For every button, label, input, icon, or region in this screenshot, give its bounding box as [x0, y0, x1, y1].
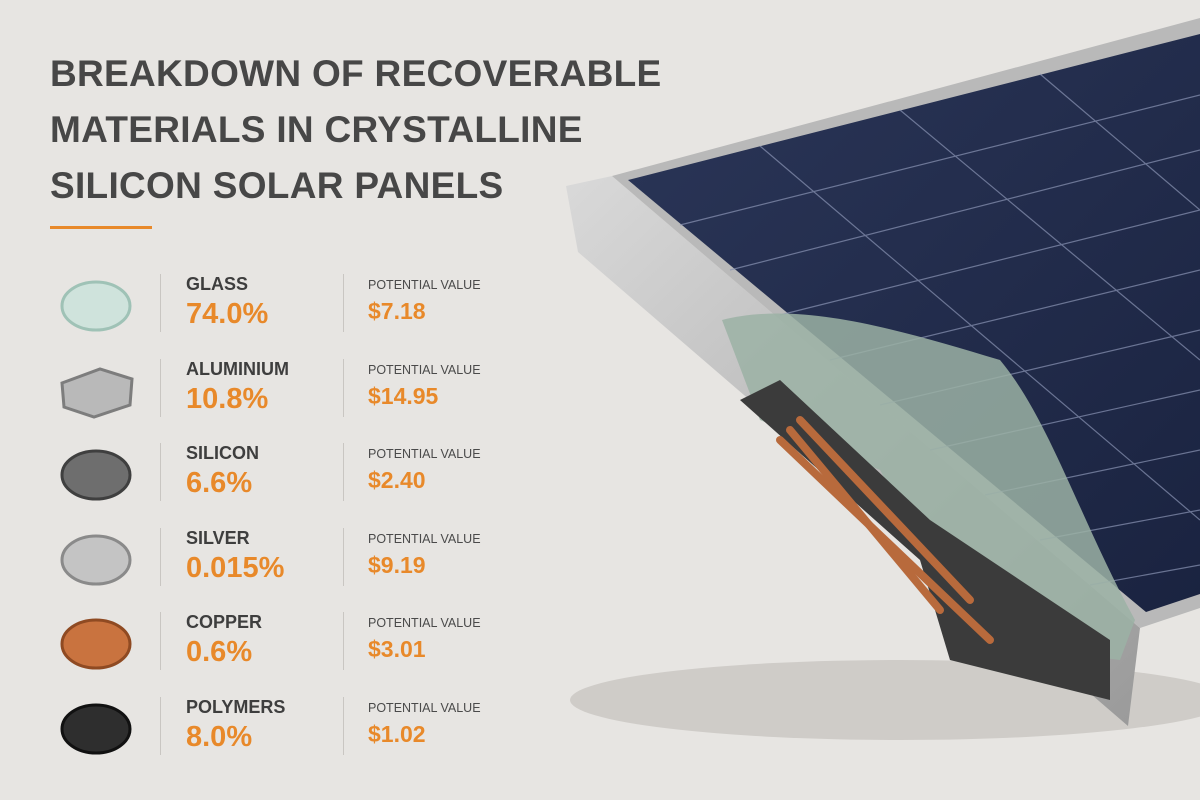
- potential-value: $9.19: [368, 551, 426, 578]
- value-label: POTENTIAL VALUE: [368, 447, 481, 461]
- material-name: ALUMINIUM: [186, 358, 289, 379]
- material-icon: [60, 618, 132, 670]
- value-label: POTENTIAL VALUE: [368, 616, 481, 630]
- material-row: GLASS 74.0% POTENTIAL VALUE $7.18: [0, 272, 560, 356]
- icon-shape: [60, 366, 134, 419]
- icon-shape: [60, 449, 132, 501]
- icon-shape: [60, 703, 132, 754]
- material-icon: [60, 366, 134, 419]
- icon-shape: [60, 618, 132, 670]
- separator: [343, 358, 344, 417]
- material-row: SILVER 0.015% POTENTIAL VALUE $9.19: [0, 526, 560, 610]
- icon-shape: [60, 280, 132, 332]
- material-row: COPPER 0.6% POTENTIAL VALUE $3.01: [0, 610, 560, 694]
- material-row: POLYMERS 8.0% POTENTIAL VALUE $1.02: [0, 695, 560, 779]
- value-label: POTENTIAL VALUE: [368, 531, 481, 546]
- material-name: SILVER: [186, 527, 250, 548]
- value-label: POTENTIAL VALUE: [368, 362, 481, 377]
- material-share: 0.6%: [186, 636, 253, 668]
- material-name: GLASS: [186, 274, 249, 294]
- material-icon: [60, 534, 132, 585]
- separator: [160, 274, 161, 332]
- potential-value: $7.18: [368, 298, 426, 324]
- separator: [343, 612, 344, 670]
- separator: [343, 274, 344, 332]
- broken-glass: [722, 313, 1135, 660]
- separator: [343, 527, 344, 586]
- icon-shape: [60, 534, 132, 585]
- material-icon: [60, 449, 132, 501]
- material-share: 6.6%: [186, 467, 253, 499]
- material-share: 0.015%: [186, 551, 285, 584]
- material-icon: [60, 280, 132, 332]
- material-name: POLYMERS: [186, 696, 286, 717]
- separator: [343, 443, 344, 501]
- separator: [343, 696, 344, 755]
- separator: [160, 358, 161, 417]
- material-row: SILICON 6.6% POTENTIAL VALUE $2.40: [0, 441, 560, 525]
- title-rule: [50, 226, 152, 229]
- value-label: POTENTIAL VALUE: [368, 278, 481, 292]
- separator: [160, 443, 161, 501]
- material-row: ALUMINIUM 10.8% POTENTIAL VALUE $14.95: [0, 357, 560, 441]
- potential-value: $1.02: [368, 720, 426, 747]
- potential-value: $14.95: [368, 382, 439, 409]
- material-name: SILICON: [186, 443, 260, 463]
- title: BREAKDOWN OF RECOVERABLE MATERIALS IN CR…: [50, 53, 662, 206]
- potential-value: $3.01: [368, 636, 426, 662]
- value-label: POTENTIAL VALUE: [368, 700, 481, 715]
- material-share: 10.8%: [186, 382, 269, 415]
- material-icon: [60, 703, 132, 754]
- separator: [160, 527, 161, 586]
- potential-value: $2.40: [368, 467, 426, 493]
- material-share: 74.0%: [186, 298, 269, 330]
- copper-wires: [776, 416, 994, 644]
- material-name: COPPER: [186, 612, 263, 632]
- separator: [160, 612, 161, 670]
- separator: [160, 696, 161, 755]
- material-share: 8.0%: [186, 720, 253, 753]
